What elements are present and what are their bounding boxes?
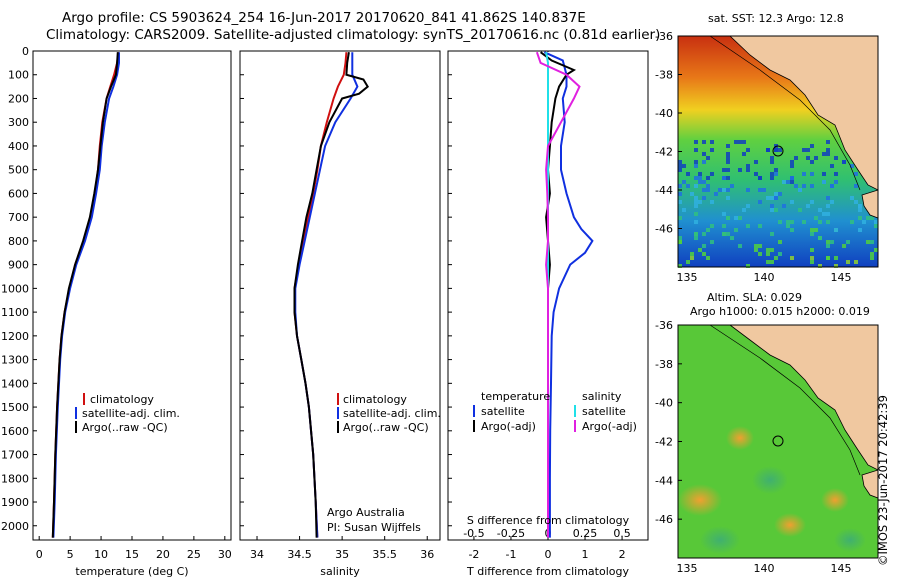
legend-s-satellite: satellite [582,405,626,418]
xtick-label: 34 [250,548,264,561]
xtick-label: 35.5 [372,548,397,561]
legend-salinity-title: salinity [582,390,622,403]
temperature-panel [32,50,232,541]
ytick-label: 100 [8,69,29,82]
legend-climatology: climatology [90,393,154,406]
ytick-label: 1500 [1,401,29,414]
ytick-label: 1800 [1,472,29,485]
legend-s-argo: Argo(-adj) [582,420,637,433]
salinity-xlabel: salinity [320,565,360,578]
xtick-label: 34.5 [287,548,312,561]
series-line-satellite-adj--clim- [52,52,120,538]
difference-xlabel: T difference from climatology [466,565,629,578]
legend-satellite-adj: satellite-adj. clim. [82,407,180,420]
ytick-label: 1400 [1,377,29,390]
ytick-label: 1700 [1,449,29,462]
ytick-label: 500 [8,164,29,177]
salinity-panel [239,50,441,541]
s-xtick-label: 0.25 [573,527,598,540]
s-xtick-label: -0.5 [463,527,484,540]
sla-map-subtitle: Argo h1000: 0.015 h2000: 0.019 [690,305,870,318]
difference-legend-salinity: salinity satellite Argo(-adj) [574,390,637,433]
salinity-legend: climatology satellite-adj. clim. Argo(..… [337,393,441,434]
ytick-label: 1000 [1,282,29,295]
xtick-label: 10 [94,548,108,561]
temperature-legend: climatology satellite-adj. clim. Argo(..… [75,393,180,434]
annotation-pi: PI: Susan Wijffels [327,521,421,534]
xtick-label: 20 [156,548,170,561]
xtick-label: 30 [218,548,232,561]
ytick-label: 1300 [1,354,29,367]
series-line-argo---raw--qc- [51,52,119,538]
ytick-label: 2000 [1,520,29,533]
series-line-climatology [293,52,348,538]
legend-satellite-adj-s: satellite-adj. clim. [343,407,441,420]
sst-map-title: sat. SST: 12.3 Argo: 12.8 [708,12,844,25]
ytick-label: 1900 [1,496,29,509]
series-line-argo---raw--qc- [293,52,370,538]
series-line-climatology [51,52,120,538]
xtick-label: 0 [36,548,43,561]
xtick-label: 5 [67,548,74,561]
xtick-label: 2 [619,548,626,561]
ytick-label: 0 [22,45,29,58]
ytick-label: 800 [8,235,29,248]
legend-argo-s: Argo(..raw -QC) [343,421,429,434]
legend-t-argo: Argo(-adj) [481,420,536,433]
s-xtick-label: -0.25 [497,527,525,540]
sla-map-title: Altim. SLA: 0.029 [707,291,803,304]
copyright-stamp: ©IMOS 23-Jun-2017 20:42:39 [876,395,890,566]
legend-climatology-s: climatology [343,393,407,406]
ytick-label: 1200 [1,330,29,343]
xtick-label: 35 [335,548,349,561]
series-line-argo--adj- [535,51,581,538]
difference-xlabel-top: S difference from climatology [467,514,630,527]
difference-legend-temperature: temperature satellite Argo(-adj) [473,390,550,433]
xtick-label: 0 [545,548,552,561]
xtick-label: -2 [468,548,479,561]
header-line1: Argo profile: CS 5903624_254 16-Jun-2017… [62,10,586,26]
xtick-label: -1 [505,548,516,561]
ytick-label: 900 [8,259,29,272]
legend-temperature-title: temperature [481,390,550,403]
xtick-label: 15 [125,548,139,561]
ytick-label: 1100 [1,306,29,319]
ytick-label: 200 [8,92,29,105]
ytick-label: 700 [8,211,29,224]
ytick-label: 1600 [1,425,29,438]
legend-argo: Argo(..raw -QC) [82,421,168,434]
legend-t-satellite: satellite [481,405,525,418]
ytick-label: 400 [8,140,29,153]
series-line-satellite [543,51,594,538]
xtick-label: 25 [187,548,201,561]
header-line2: Climatology: CARS2009. Satellite-adjuste… [46,27,661,43]
s-xtick-label: 0.5 [613,527,631,540]
ytick-label: 600 [8,187,29,200]
temperature-xlabel: temperature (deg C) [75,565,188,578]
ytick-label: 300 [8,116,29,129]
annotation-argo-australia: Argo Australia [327,506,405,519]
xtick-label: 36 [420,548,434,561]
xtick-label: 1 [582,548,589,561]
